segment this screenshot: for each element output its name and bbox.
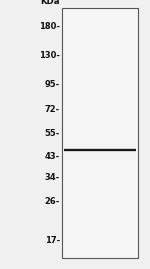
Text: 17-: 17- [45,236,60,245]
Text: 26-: 26- [45,197,60,206]
Text: 95-: 95- [45,80,60,89]
Text: 55-: 55- [45,129,60,138]
Text: 130-: 130- [39,51,60,60]
Bar [62,8,138,258]
Text: 34-: 34- [45,173,60,182]
Bar [64,149,136,151]
Text: KDa: KDa [40,0,60,6]
Text: 180-: 180- [39,22,60,31]
Text: 43-: 43- [45,152,60,161]
Text: 72-: 72- [45,105,60,114]
